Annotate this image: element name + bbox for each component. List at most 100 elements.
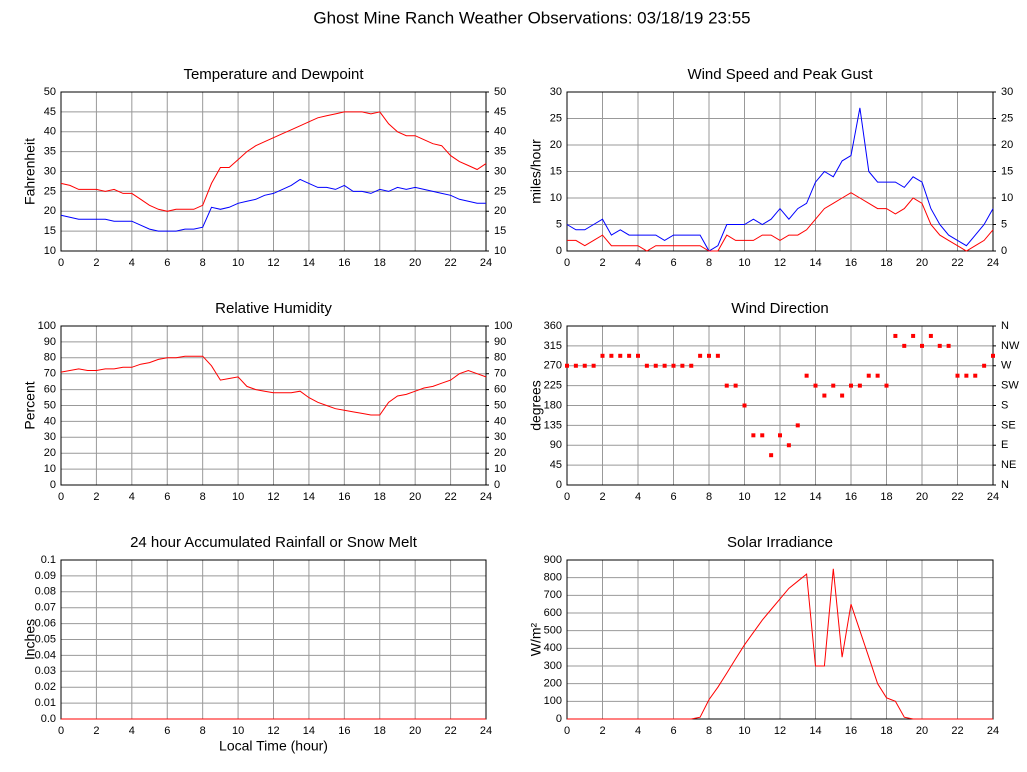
x-tick-label: 6 — [164, 725, 170, 737]
x-tick-label: 2 — [599, 257, 605, 269]
x-tick-label: 18 — [880, 491, 892, 503]
data-point — [573, 363, 578, 368]
plot-frame — [566, 559, 994, 720]
y-tick-label: 90 — [44, 336, 56, 348]
x-axis-label: Local Time (hour) — [219, 738, 328, 754]
x-tick-label: 12 — [267, 725, 279, 737]
y-tick-label: 0 — [556, 479, 562, 491]
y-tick-label: 0.07 — [35, 602, 56, 614]
y2-tick-label: 20 — [494, 205, 506, 217]
y-axis-label: Inches — [22, 619, 38, 660]
data-point — [884, 383, 889, 388]
data-point — [902, 343, 907, 348]
plot-frame — [60, 325, 487, 486]
y-tick-label: 100 — [544, 695, 562, 707]
data-point — [751, 433, 756, 438]
y-tick-label: 20 — [44, 447, 56, 459]
y2-tick-label: NW — [1001, 340, 1020, 352]
y-axis-label: degrees — [528, 380, 544, 431]
y2-tick-label: 10 — [1001, 192, 1013, 204]
x-tick-label: 20 — [409, 491, 421, 503]
y-tick-label: 0.06 — [35, 618, 56, 630]
x-tick-label: 8 — [706, 725, 712, 737]
chart-title: Relative Humidity — [215, 300, 332, 317]
x-tick-label: 16 — [338, 725, 350, 737]
data-point — [822, 393, 827, 398]
y2-tick-label: N — [1001, 320, 1009, 332]
y2-tick-label: 90 — [494, 336, 506, 348]
y-tick-label: 40 — [44, 415, 56, 427]
y-tick-label: 360 — [544, 320, 562, 332]
y2-tick-label: 20 — [1001, 139, 1013, 151]
x-tick-label: 14 — [303, 491, 315, 503]
x-tick-label: 10 — [232, 725, 244, 737]
y-tick-label: 70 — [44, 368, 56, 380]
data-point — [937, 343, 942, 348]
chart-title: Temperature and Dewpoint — [183, 66, 364, 83]
data-point — [786, 443, 791, 448]
data-point — [982, 363, 987, 368]
data-point — [849, 383, 853, 388]
x-tick-label: 14 — [809, 491, 821, 503]
y-tick-label: 180 — [544, 399, 562, 411]
x-tick-label: 10 — [738, 257, 750, 269]
y2-tick-label: 50 — [494, 399, 506, 411]
data-point — [698, 353, 703, 358]
x-tick-label: 14 — [303, 257, 315, 269]
x-tick-label: 8 — [706, 491, 712, 503]
y-tick-label: 270 — [544, 360, 562, 372]
x-tick-label: 16 — [845, 257, 857, 269]
y-tick-label: 45 — [550, 459, 562, 471]
y-tick-label: 0 — [556, 713, 562, 725]
x-tick-label: 4 — [129, 257, 135, 269]
data-point — [689, 363, 694, 368]
y2-tick-label: SW — [1001, 380, 1019, 392]
x-tick-label: 20 — [409, 257, 421, 269]
x-tick-label: 18 — [880, 725, 892, 737]
data-point — [715, 353, 720, 358]
y-tick-label: 0.09 — [35, 570, 56, 582]
x-tick-label: 12 — [774, 491, 786, 503]
y-axis-label: miles/hour — [528, 139, 544, 204]
data-point — [618, 353, 623, 358]
y2-tick-label: 45 — [494, 106, 506, 118]
y-tick-label: 50 — [44, 399, 56, 411]
y2-tick-label: 5 — [1001, 218, 1007, 230]
x-tick-label: 14 — [809, 257, 821, 269]
data-point — [875, 373, 880, 378]
y2-tick-label: 15 — [1001, 165, 1013, 177]
data-point — [582, 363, 587, 368]
x-tick-label: 18 — [374, 725, 386, 737]
y2-tick-label: N — [1001, 479, 1009, 491]
x-tick-label: 18 — [374, 257, 386, 269]
x-tick-label: 16 — [845, 491, 857, 503]
page-title: Ghost Mine Ranch Weather Observations: 0… — [313, 8, 750, 27]
x-tick-label: 24 — [987, 491, 999, 503]
y2-tick-label: 30 — [494, 165, 506, 177]
x-tick-label: 2 — [93, 257, 99, 269]
y-tick-label: 15 — [44, 225, 56, 237]
y-tick-label: 315 — [544, 340, 562, 352]
y-axis-label: W/m² — [528, 622, 544, 656]
x-tick-label: 22 — [444, 725, 456, 737]
x-tick-label: 2 — [93, 491, 99, 503]
x-tick-label: 20 — [916, 491, 928, 503]
x-tick-label: 10 — [738, 491, 750, 503]
data-point — [662, 363, 667, 368]
y-tick-label: 135 — [544, 419, 562, 431]
y-tick-label: 200 — [544, 678, 562, 690]
y-tick-label: 0.02 — [35, 681, 56, 693]
x-tick-label: 2 — [93, 725, 99, 737]
y-tick-label: 35 — [44, 146, 56, 158]
data-point — [627, 353, 632, 358]
data-point — [804, 373, 809, 378]
data-line — [566, 107, 994, 252]
x-tick-label: 24 — [480, 257, 492, 269]
y-tick-label: 0.04 — [35, 649, 56, 661]
x-tick-label: 10 — [232, 491, 244, 503]
data-line — [60, 178, 486, 232]
y-tick-label: 700 — [544, 589, 562, 601]
y-tick-label: 800 — [544, 572, 562, 584]
x-tick-label: 16 — [338, 491, 350, 503]
x-tick-label: 6 — [670, 491, 676, 503]
